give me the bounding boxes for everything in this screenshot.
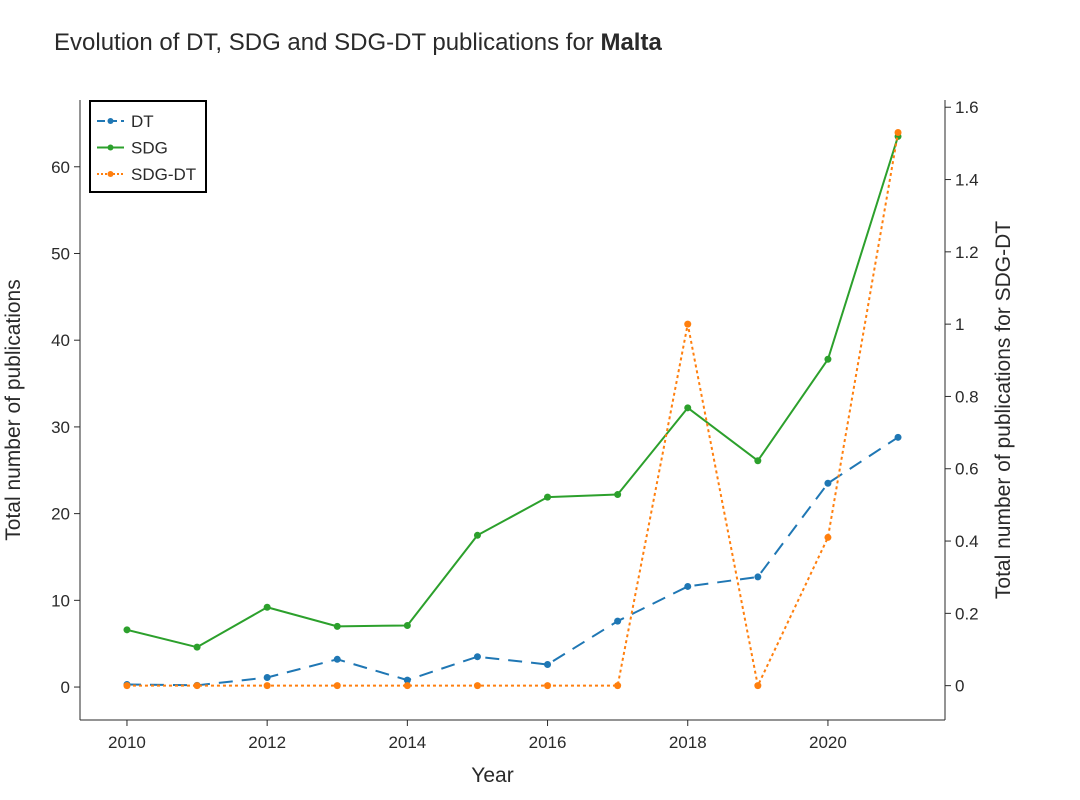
data-point-sdg: [684, 404, 692, 412]
y-right-tick-label: 0: [955, 677, 964, 696]
y-left-tick-label: 20: [51, 505, 70, 524]
data-point-sdg: [473, 531, 481, 539]
data-point-sdg: [193, 643, 201, 651]
x-tick-label: 2016: [529, 733, 567, 752]
data-point-sdg: [333, 622, 341, 630]
data-point-dt: [614, 617, 622, 625]
data-point-sdg-dt: [123, 682, 131, 690]
chart-title-prefix: Evolution of DT, SDG and SDG-DT publicat…: [54, 29, 600, 56]
legend-label-sdg-dt: SDG-DT: [131, 165, 196, 184]
data-point-dt: [754, 573, 762, 581]
data-point-sdg-dt: [193, 682, 201, 690]
data-point-sdg-dt: [684, 320, 692, 328]
data-point-dt: [824, 479, 832, 487]
data-point-sdg-dt: [333, 682, 341, 690]
y-right-tick-label: 1.6: [955, 98, 979, 117]
chart-title-country: Malta: [600, 29, 662, 56]
legend-label-dt: DT: [131, 112, 154, 131]
y-right-tick-label: 0.6: [955, 460, 979, 479]
series-line-sdg: [126, 136, 899, 649]
y-right-tick-label: 0.2: [955, 604, 979, 623]
series-line-sdg-dt: [126, 132, 900, 687]
chart-title: Evolution of DT, SDG and SDG-DT publicat…: [54, 29, 662, 56]
data-point-dt: [544, 661, 552, 669]
y-right-tick-label: 1.2: [955, 243, 979, 262]
data-point-dt: [473, 653, 481, 661]
x-tick-label: 2020: [809, 733, 847, 752]
legend-marker-sdg-dt: [107, 171, 114, 177]
data-point-sdg-dt: [473, 682, 481, 690]
data-point-sdg-dt: [263, 682, 271, 690]
y-right-tick-label: 0.8: [955, 387, 979, 406]
x-tick-label: 2010: [108, 733, 146, 752]
y-left-tick-label: 40: [51, 331, 70, 350]
data-point-dt: [403, 676, 411, 684]
data-point-sdg-dt: [614, 682, 622, 690]
legend: DT SDG SDG-DT: [89, 100, 207, 193]
legend-label-sdg: SDG: [131, 139, 168, 158]
y-left-tick-label: 0: [61, 678, 70, 697]
data-point-sdg-dt: [754, 682, 762, 690]
x-tick-label: 2012: [248, 733, 286, 752]
y-axis-right-title: Total number of publications for SDG-DT: [992, 221, 1015, 599]
data-point-sdg: [824, 355, 832, 363]
y-right-tick-label: 1: [955, 315, 964, 334]
series-line-dt: [126, 436, 899, 687]
x-tick-label: 2014: [388, 733, 426, 752]
data-point-dt: [684, 582, 692, 590]
y-right-tick-label: 1.4: [955, 171, 979, 190]
data-point-sdg: [403, 621, 411, 629]
data-point-sdg: [544, 493, 552, 501]
data-point-sdg: [263, 603, 271, 611]
y-left-tick-label: 10: [51, 591, 70, 610]
data-point-sdg-dt: [403, 682, 411, 690]
legend-marker-sdg: [107, 144, 114, 151]
x-tick-label: 2018: [669, 733, 707, 752]
legend-marker-dt: [107, 118, 114, 124]
data-point-sdg-dt: [824, 533, 832, 541]
y-left-tick-label: 30: [51, 418, 70, 437]
data-point-sdg-dt: [894, 129, 902, 137]
data-point-sdg: [614, 491, 622, 499]
data-point-sdg: [754, 457, 762, 465]
y-left-tick-label: 60: [51, 158, 70, 177]
plot-area: [123, 129, 902, 690]
data-point-sdg: [123, 626, 131, 634]
x-axis-title: Year: [471, 764, 513, 787]
data-point-sdg-dt: [544, 682, 552, 690]
data-point-dt: [894, 433, 902, 441]
data-point-dt: [333, 655, 341, 663]
y-right-tick-label: 0.4: [955, 532, 979, 551]
y-axis-left-title: Total number of publications: [2, 279, 25, 541]
axes: 2010 2012 2014 2016 2018 2020 0 10 20 30 40 50 60 0 0.…: [2, 98, 1015, 787]
data-point-dt: [263, 674, 271, 682]
y-left-tick-label: 50: [51, 244, 70, 263]
